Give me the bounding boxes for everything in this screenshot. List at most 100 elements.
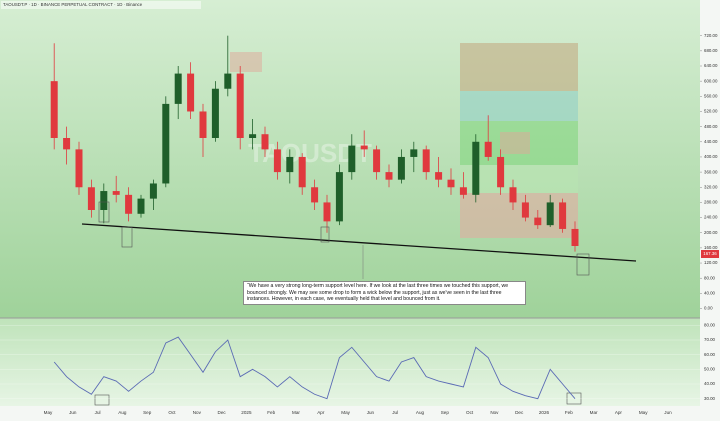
x-tick-label: Sep [143, 410, 152, 415]
support-line [81, 223, 637, 262]
price-axis [700, 0, 720, 421]
x-tick-label: Jul [95, 410, 101, 415]
last-price: 167.36 [703, 251, 717, 256]
y-tick-label: 520.00 [704, 109, 718, 114]
y-tick-label: 680.00 [704, 48, 718, 53]
candle-body [546, 202, 554, 226]
candle-body [137, 198, 145, 214]
touch-box [121, 226, 133, 248]
last-price-box [701, 250, 719, 258]
x-tick-label: May [639, 410, 648, 415]
candle-body [211, 88, 219, 138]
y-tick-label: 30.00 [704, 396, 716, 401]
x-tick-label: Mar [590, 410, 598, 415]
y-tick-label: 440.00 [704, 139, 718, 144]
x-tick-label: Apr [317, 410, 325, 415]
y-tick-label: 60.00 [704, 352, 716, 357]
chart-title: TAOUSDT.P · 1D · BINANCE PERPETUAL CONTR… [3, 2, 143, 7]
x-tick-label: Oct [466, 410, 474, 415]
candle-body [149, 183, 157, 199]
candle-body [435, 172, 443, 180]
touch-box [94, 394, 110, 406]
rsi-pane [0, 318, 700, 406]
candle-body [323, 202, 331, 222]
touch-box [98, 201, 110, 223]
y-tick-label: 0.00 [704, 306, 713, 311]
x-tick-label: Feb [565, 410, 573, 415]
x-tick-label: 2026 [539, 410, 550, 415]
y-tick-label: 600.00 [704, 78, 718, 83]
candle-body [534, 217, 542, 226]
y-tick-label: 560.00 [704, 93, 718, 98]
y-tick-label: 480.00 [704, 124, 718, 129]
candle-body [286, 156, 294, 173]
candle-body [521, 202, 529, 218]
x-tick-label: 2025 [241, 410, 252, 415]
zone [230, 52, 262, 72]
title-bg [1, 1, 201, 9]
y-tick-label: 400.00 [704, 154, 718, 159]
candle-body [112, 191, 120, 195]
candle-body [87, 187, 95, 210]
y-tick-label: 360.00 [704, 169, 718, 174]
fib-band [460, 193, 578, 238]
x-tick-label: May [341, 410, 350, 415]
candle-body [447, 179, 455, 188]
touch-box [576, 253, 590, 276]
x-tick-label: Apr [615, 410, 623, 415]
y-tick-label: 280.00 [704, 200, 718, 205]
candle-body [360, 145, 368, 150]
y-tick-label: 70.00 [704, 337, 716, 342]
y-tick-label: 320.00 [704, 184, 718, 189]
annotation: “We have a very strong long-term support… [243, 281, 526, 305]
y-tick-label: 80.00 [704, 322, 716, 327]
candle-body [335, 172, 343, 222]
y-tick-label: 640.00 [704, 63, 718, 68]
x-tick-label: Jun [664, 410, 672, 415]
fib-band [460, 43, 578, 91]
candle-body [459, 187, 467, 195]
candle-body [497, 156, 505, 188]
candle-body [187, 73, 195, 112]
x-tick-label: Mar [292, 410, 300, 415]
touch-boxes [94, 201, 590, 406]
candle-body [236, 73, 244, 138]
x-tick-label: Jul [392, 410, 398, 415]
candle-body [385, 172, 393, 180]
rsi-line [53, 336, 576, 400]
candle-body [63, 138, 71, 150]
x-tick-label: Aug [118, 410, 127, 415]
candle-body [199, 111, 207, 138]
candle-body [410, 149, 418, 157]
x-tick-label: Dec [218, 410, 227, 415]
zone [500, 132, 530, 154]
x-tick-label: Aug [416, 410, 425, 415]
candle-body [311, 187, 319, 203]
y-tick-label: 240.00 [704, 215, 718, 220]
candle-body [224, 73, 232, 89]
x-tick-label: Nov [490, 410, 499, 415]
candle-body [373, 149, 381, 173]
x-tick-label: Sep [441, 410, 450, 415]
y-tick-label: 40.00 [704, 291, 716, 296]
candle-body [571, 228, 579, 246]
y-tick-label: 40.00 [704, 381, 716, 386]
y-tick-label: 80.00 [704, 275, 716, 280]
candle-body [422, 149, 430, 173]
x-tick-label: Jun [69, 410, 77, 415]
candle-body [125, 194, 133, 214]
candle-body [298, 156, 306, 188]
x-tick-label: Oct [168, 410, 176, 415]
fib-band [460, 91, 578, 121]
x-tick-label: Dec [515, 410, 524, 415]
candle-body [472, 141, 480, 195]
candle-body [174, 73, 182, 104]
candle-body [348, 145, 356, 173]
candle-body [559, 202, 567, 229]
candle-body [249, 134, 257, 138]
y-tick-label: 720.00 [704, 33, 718, 38]
candle-body [50, 81, 58, 138]
time-axis [0, 406, 700, 421]
